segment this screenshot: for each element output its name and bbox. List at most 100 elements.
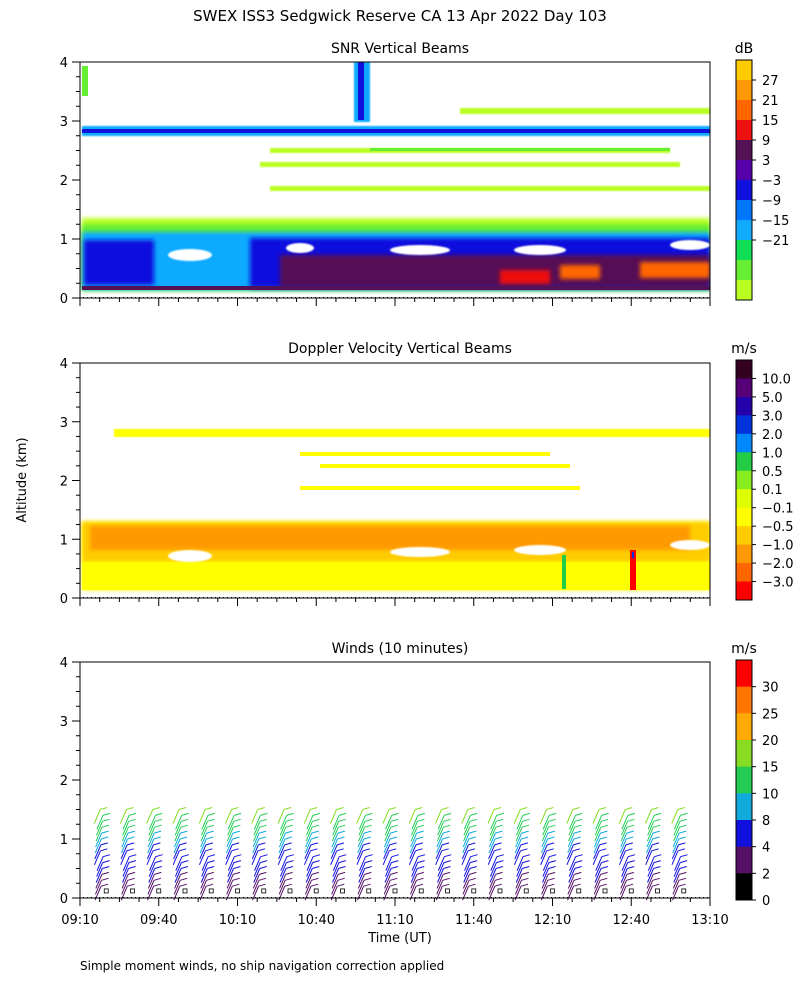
wind-barb-staff — [671, 850, 679, 865]
wind-barb-staff — [409, 880, 417, 895]
doppler-baseline-dot — [191, 597, 192, 598]
wind-barb-staff — [489, 827, 497, 842]
wind-barb-flag — [179, 848, 187, 852]
wind-barb-flag — [338, 866, 346, 869]
wind-barb-flag — [126, 807, 134, 810]
doppler-baseline-dot — [115, 597, 116, 598]
doppler-baseline-dot — [211, 597, 212, 598]
wind-barb-flag — [468, 836, 476, 840]
wind-barb-staff — [671, 809, 679, 824]
wind-barb-staff — [200, 832, 208, 848]
wind-barb-flag — [522, 860, 530, 864]
doppler-colorbar-label: −3.0 — [762, 576, 794, 591]
snr-baseline-dot — [451, 297, 452, 298]
winds-xtick-label: 11:40 — [455, 913, 492, 928]
winds-baseline-dot — [571, 897, 572, 898]
wind-barb-flag — [573, 877, 582, 881]
snr-baseline-dot — [479, 297, 480, 298]
wind-barb-staff — [122, 868, 129, 883]
wind-barb-flag — [312, 818, 320, 822]
snr-ytick-label: 0 — [60, 292, 68, 307]
wind-barb-flag — [259, 830, 267, 834]
wind-barb-staff — [253, 862, 261, 877]
snr-bl-base — [82, 286, 710, 290]
wind-barb-flag — [600, 871, 608, 875]
winds-baseline-dot — [379, 897, 380, 898]
doppler-baseline-dot — [555, 597, 556, 598]
wind-barb-flag — [678, 883, 686, 887]
wind-barb-flag — [153, 836, 161, 840]
snr-baseline-dot — [379, 297, 380, 298]
snr-baseline-dot — [367, 297, 368, 298]
wind-barb-staff — [462, 880, 470, 895]
winds-baseline-dot — [587, 897, 588, 898]
wind-barb-staff — [568, 815, 576, 830]
wind-barb-flag — [469, 866, 477, 869]
wind-barb-flag — [388, 807, 397, 810]
wind-barb-flag — [206, 877, 214, 881]
wind-calm-marker — [523, 888, 529, 894]
doppler-baseline-dot — [599, 597, 600, 598]
wind-barb-staff — [121, 874, 129, 889]
wind-barb-flag — [233, 824, 241, 828]
winds-baseline-dot — [235, 897, 236, 898]
snr-baseline-dot — [475, 297, 476, 298]
doppler-colorbar-swatch — [736, 581, 752, 601]
doppler-baseline-dot — [535, 597, 536, 598]
winds-baseline-dot — [495, 897, 496, 898]
doppler-baseline-dot — [511, 597, 512, 598]
doppler-baseline-dot — [399, 597, 400, 598]
wind-barb-staff — [437, 868, 444, 883]
doppler-baseline-dot — [143, 597, 144, 598]
wind-barb-staff — [120, 809, 127, 824]
winds-colorbar-frame — [735, 659, 753, 901]
wind-barb-flag — [599, 836, 608, 840]
winds-baseline-dot — [691, 897, 692, 898]
snr-y-axis: 0 1 2 3 4 — [60, 56, 708, 307]
winds-baseline-dot — [443, 897, 444, 898]
wind-barb-staff — [619, 880, 627, 895]
winds-baseline-dot — [451, 897, 452, 898]
doppler-colorbar-units: m/s — [731, 341, 757, 357]
winds-baseline-dot — [487, 897, 488, 898]
wind-barb-flag — [496, 812, 504, 816]
wind-barb-staff — [621, 862, 629, 877]
winds-baseline-dot — [127, 897, 128, 898]
wind-barb-staff — [410, 821, 418, 836]
doppler-baseline-dot — [355, 597, 356, 598]
doppler-baseline-dot — [227, 597, 228, 598]
wind-barb-flag — [653, 812, 662, 816]
winds-baseline-dot — [647, 897, 648, 898]
wind-barb-flag — [181, 854, 189, 858]
wind-barb-flag — [652, 871, 661, 875]
snr-baseline-dot — [227, 297, 228, 298]
dop-gap-2 — [390, 547, 450, 557]
snr-baseline-dot — [459, 297, 460, 298]
wind-barb-flag — [259, 818, 268, 822]
snr-baseline-dot — [99, 297, 100, 298]
wind-barb-staff — [174, 868, 182, 883]
wind-barb-staff — [277, 809, 285, 824]
winds-baseline-dot — [555, 897, 556, 898]
wind-barb-flag — [467, 807, 475, 810]
wind-barb-flag — [441, 842, 450, 846]
winds-baseline-dot — [87, 897, 88, 898]
wind-barb-staff — [488, 880, 496, 895]
snr-panel: SNR Vertical Beams — [60, 41, 790, 307]
wind-barb-flag — [520, 848, 528, 852]
winds-baseline-dot — [103, 897, 104, 898]
wind-barb-flag — [154, 830, 162, 834]
doppler-baseline-dot — [99, 597, 100, 598]
winds-baseline-dot — [231, 897, 232, 898]
wind-barb-flag — [207, 860, 215, 864]
wind-barb-flag — [127, 877, 135, 881]
snr-colorbar-swatch — [736, 140, 752, 161]
wind-barb-staff — [594, 827, 602, 842]
wind-barb-staff — [437, 821, 445, 836]
wind-barb-staff — [200, 827, 208, 842]
x-axis-label: Time (UT) — [367, 931, 432, 946]
snr-colorbar-label: −3 — [762, 174, 781, 189]
wind-barb-flag — [468, 883, 476, 887]
wind-barb-staff — [331, 874, 339, 889]
